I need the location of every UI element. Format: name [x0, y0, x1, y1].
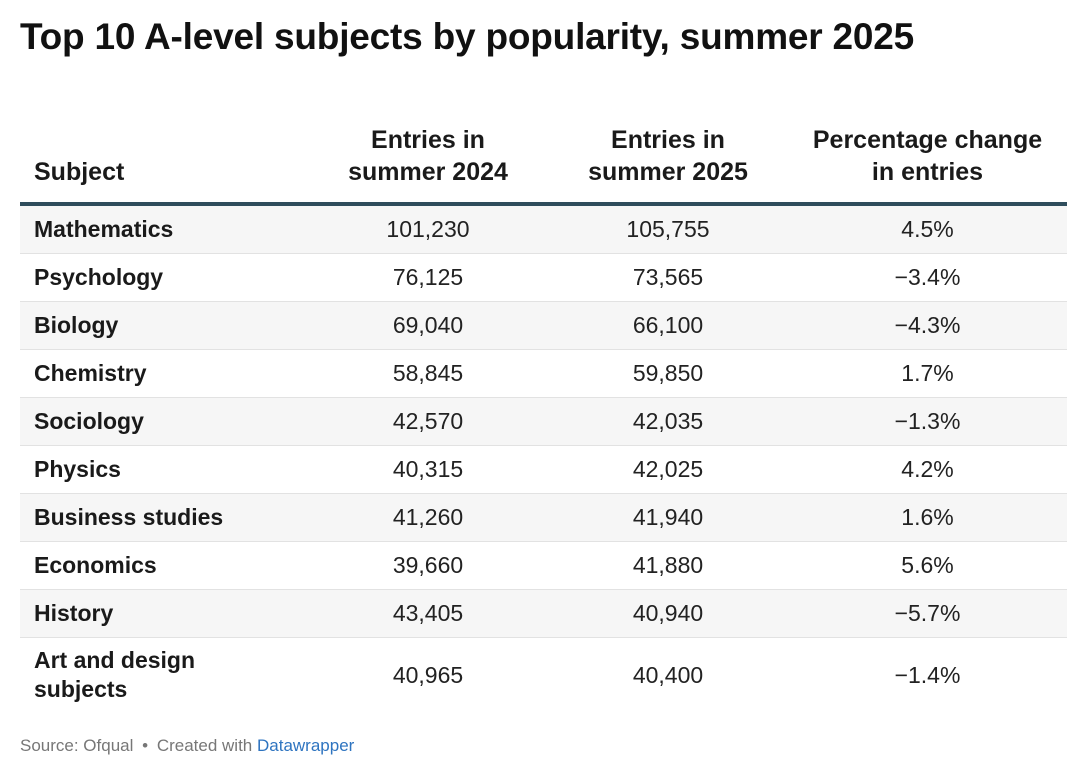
table-row: History 43,405 40,940 −5.7%	[20, 589, 1067, 638]
cell-entries-2025: 59,850	[548, 349, 788, 398]
column-header-entries-2024[interactable]: Entries in summer 2024	[308, 104, 548, 206]
subject-line: Chemistry	[34, 360, 147, 386]
header-line: Percentage change	[812, 126, 1043, 154]
table-row: Biology 69,040 66,100 −4.3%	[20, 301, 1067, 350]
cell-percentage-change: 4.5%	[788, 204, 1067, 254]
cell-percentage-change: −3.4%	[788, 253, 1067, 302]
subject-line: Physics	[34, 456, 121, 482]
datawrapper-link[interactable]: Datawrapper	[257, 736, 355, 755]
header-line: Entries in	[611, 126, 725, 154]
cell-entries-2025: 66,100	[548, 301, 788, 350]
cell-entries-2025: 41,940	[548, 493, 788, 542]
cell-entries-2024: 69,040	[308, 301, 548, 350]
cell-entries-2024: 39,660	[308, 541, 548, 590]
table-row: Psychology 76,125 73,565 −3.4%	[20, 253, 1067, 302]
cell-percentage-change: −5.7%	[788, 589, 1067, 638]
cell-entries-2024: 76,125	[308, 253, 548, 302]
header-line: summer 2024	[348, 158, 508, 186]
table-row: Business studies 41,260 41,940 1.6%	[20, 493, 1067, 542]
cell-entries-2024: 41,260	[308, 493, 548, 542]
cell-subject: Mathematics	[20, 204, 308, 254]
cell-percentage-change: 5.6%	[788, 541, 1067, 590]
subject-line: Psychology	[34, 264, 164, 290]
cell-subject: Biology	[20, 301, 308, 350]
subject-line: subjects	[34, 676, 128, 702]
subjects-table: Subject Entries in summer 2024 Entries i…	[20, 104, 1067, 712]
cell-entries-2024: 58,845	[308, 349, 548, 398]
cell-entries-2024: 40,315	[308, 445, 548, 494]
cell-percentage-change: 1.6%	[788, 493, 1067, 542]
cell-percentage-change: −1.4%	[788, 637, 1067, 712]
source-footer: Source: Ofqual • Created with Datawrappe…	[20, 736, 354, 756]
cell-entries-2025: 73,565	[548, 253, 788, 302]
cell-entries-2024: 101,230	[308, 204, 548, 254]
created-with-text: Created with	[156, 736, 253, 755]
cell-percentage-change: −4.3%	[788, 301, 1067, 350]
table-row: Sociology 42,570 42,035 −1.3%	[20, 397, 1067, 446]
cell-subject: Art and design subjects	[20, 637, 308, 712]
subject-line: Business studies	[34, 504, 224, 530]
cell-subject: History	[20, 589, 308, 638]
header-line: Entries in	[371, 126, 485, 154]
subject-line: Art and design	[34, 647, 196, 673]
header-line: in entries	[871, 158, 984, 186]
cell-subject: Business studies	[20, 493, 308, 542]
table-row: Physics 40,315 42,025 4.2%	[20, 445, 1067, 494]
cell-subject: Sociology	[20, 397, 308, 446]
cell-entries-2025: 40,940	[548, 589, 788, 638]
header-line: summer 2025	[588, 158, 748, 186]
cell-subject: Chemistry	[20, 349, 308, 398]
table-row: Economics 39,660 41,880 5.6%	[20, 541, 1067, 590]
footer-separator: •	[142, 736, 149, 755]
table-row: Art and design subjects 40,965 40,400 −1…	[20, 637, 1067, 712]
cell-percentage-change: 1.7%	[788, 349, 1067, 398]
cell-subject: Psychology	[20, 253, 308, 302]
cell-entries-2025: 42,025	[548, 445, 788, 494]
cell-entries-2024: 43,405	[308, 589, 548, 638]
subject-line: Biology	[34, 312, 119, 338]
cell-entries-2024: 40,965	[308, 637, 548, 712]
cell-entries-2025: 105,755	[548, 204, 788, 254]
column-header-subject[interactable]: Subject	[20, 104, 308, 206]
cell-percentage-change: −1.3%	[788, 397, 1067, 446]
subject-line: Economics	[34, 552, 157, 578]
column-header-entries-2025[interactable]: Entries in summer 2025	[548, 104, 788, 206]
cell-entries-2025: 42,035	[548, 397, 788, 446]
cell-subject: Economics	[20, 541, 308, 590]
header-line: Subject	[34, 158, 125, 186]
table-row: Chemistry 58,845 59,850 1.7%	[20, 349, 1067, 398]
subject-line: Sociology	[34, 408, 144, 434]
table-row: Mathematics 101,230 105,755 4.5%	[20, 204, 1067, 254]
column-header-percentage-change[interactable]: Percentage change in entries	[788, 104, 1067, 206]
page-title: Top 10 A-level subjects by popularity, s…	[20, 16, 915, 57]
subject-line: History	[34, 600, 114, 626]
cell-subject: Physics	[20, 445, 308, 494]
cell-entries-2025: 41,880	[548, 541, 788, 590]
table-header-row: Subject Entries in summer 2024 Entries i…	[20, 104, 1067, 206]
source-text: Source: Ofqual	[20, 736, 134, 755]
cell-entries-2025: 40,400	[548, 637, 788, 712]
cell-entries-2024: 42,570	[308, 397, 548, 446]
cell-percentage-change: 4.2%	[788, 445, 1067, 494]
subject-line: Mathematics	[34, 216, 174, 242]
